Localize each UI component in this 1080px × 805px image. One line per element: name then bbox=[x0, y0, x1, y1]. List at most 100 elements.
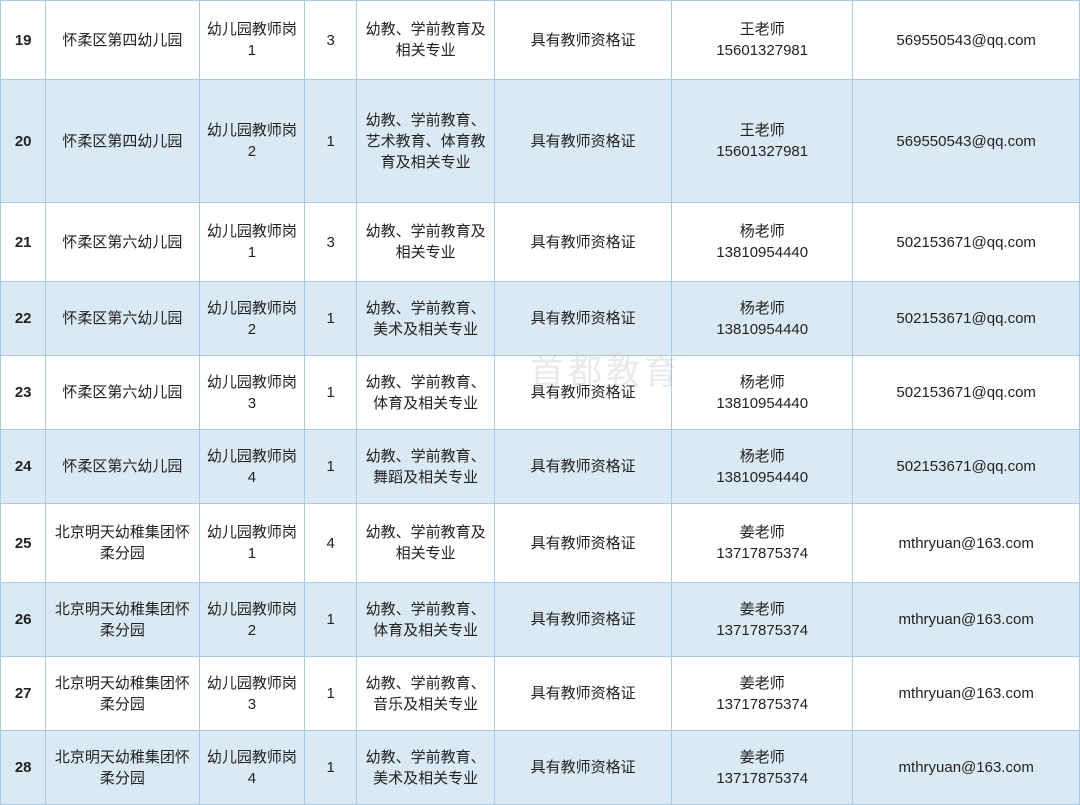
contact-name: 王老师 bbox=[676, 120, 848, 141]
cell-major: 幼教、学前教育、体育及相关专业 bbox=[357, 356, 495, 430]
cell-major: 幼教、学前教育及相关专业 bbox=[357, 1, 495, 80]
cell-email: 502153671@qq.com bbox=[853, 356, 1080, 430]
cell-requirement: 具有教师资格证 bbox=[495, 430, 672, 504]
table-row: 22怀柔区第六幼儿园幼儿园教师岗 21幼教、学前教育、美术及相关专业具有教师资格… bbox=[1, 282, 1080, 356]
cell-index: 25 bbox=[1, 504, 46, 583]
cell-contact: 姜老师13717875374 bbox=[672, 504, 853, 583]
cell-count: 1 bbox=[305, 356, 357, 430]
cell-contact: 王老师15601327981 bbox=[672, 80, 853, 203]
cell-count: 4 bbox=[305, 504, 357, 583]
table-row: 27北京明天幼稚集团怀柔分园幼儿园教师岗 31幼教、学前教育、音乐及相关专业具有… bbox=[1, 657, 1080, 731]
recruitment-table: 19怀柔区第四幼儿园幼儿园教师岗 13幼教、学前教育及相关专业具有教师资格证王老… bbox=[0, 0, 1080, 805]
cell-major: 幼教、学前教育、美术及相关专业 bbox=[357, 282, 495, 356]
cell-email: 569550543@qq.com bbox=[853, 1, 1080, 80]
cell-email: mthryuan@163.com bbox=[853, 731, 1080, 805]
cell-count: 1 bbox=[305, 657, 357, 731]
cell-email: mthryuan@163.com bbox=[853, 504, 1080, 583]
cell-organization: 怀柔区第六幼儿园 bbox=[46, 356, 199, 430]
cell-index: 27 bbox=[1, 657, 46, 731]
cell-requirement: 具有教师资格证 bbox=[495, 583, 672, 657]
cell-requirement: 具有教师资格证 bbox=[495, 80, 672, 203]
table-row: 24怀柔区第六幼儿园幼儿园教师岗 41幼教、学前教育、舞蹈及相关专业具有教师资格… bbox=[1, 430, 1080, 504]
cell-position: 幼儿园教师岗 2 bbox=[199, 583, 305, 657]
contact-phone: 15601327981 bbox=[676, 40, 848, 61]
cell-requirement: 具有教师资格证 bbox=[495, 504, 672, 583]
cell-organization: 怀柔区第六幼儿园 bbox=[46, 282, 199, 356]
contact-phone: 13810954440 bbox=[676, 393, 848, 414]
cell-organization: 怀柔区第六幼儿园 bbox=[46, 203, 199, 282]
cell-count: 1 bbox=[305, 430, 357, 504]
cell-contact: 杨老师13810954440 bbox=[672, 356, 853, 430]
cell-organization: 北京明天幼稚集团怀柔分园 bbox=[46, 583, 199, 657]
cell-count: 1 bbox=[305, 731, 357, 805]
cell-count: 3 bbox=[305, 1, 357, 80]
cell-position: 幼儿园教师岗 2 bbox=[199, 80, 305, 203]
table-row: 19怀柔区第四幼儿园幼儿园教师岗 13幼教、学前教育及相关专业具有教师资格证王老… bbox=[1, 1, 1080, 80]
cell-email: mthryuan@163.com bbox=[853, 583, 1080, 657]
cell-major: 幼教、学前教育及相关专业 bbox=[357, 203, 495, 282]
cell-requirement: 具有教师资格证 bbox=[495, 203, 672, 282]
cell-contact: 姜老师13717875374 bbox=[672, 731, 853, 805]
cell-email: 502153671@qq.com bbox=[853, 203, 1080, 282]
cell-count: 1 bbox=[305, 583, 357, 657]
cell-contact: 王老师15601327981 bbox=[672, 1, 853, 80]
contact-name: 杨老师 bbox=[676, 298, 848, 319]
cell-organization: 怀柔区第四幼儿园 bbox=[46, 1, 199, 80]
contact-phone: 13717875374 bbox=[676, 543, 848, 564]
cell-email: 502153671@qq.com bbox=[853, 282, 1080, 356]
cell-major: 幼教、学前教育、舞蹈及相关专业 bbox=[357, 430, 495, 504]
cell-position: 幼儿园教师岗 1 bbox=[199, 504, 305, 583]
table-row: 26北京明天幼稚集团怀柔分园幼儿园教师岗 21幼教、学前教育、体育及相关专业具有… bbox=[1, 583, 1080, 657]
contact-phone: 13810954440 bbox=[676, 242, 848, 263]
contact-name: 杨老师 bbox=[676, 446, 848, 467]
cell-email: 569550543@qq.com bbox=[853, 80, 1080, 203]
cell-organization: 北京明天幼稚集团怀柔分园 bbox=[46, 657, 199, 731]
cell-organization: 北京明天幼稚集团怀柔分园 bbox=[46, 504, 199, 583]
contact-phone: 13717875374 bbox=[676, 694, 848, 715]
contact-name: 姜老师 bbox=[676, 599, 848, 620]
cell-email: 502153671@qq.com bbox=[853, 430, 1080, 504]
cell-position: 幼儿园教师岗 1 bbox=[199, 1, 305, 80]
contact-name: 王老师 bbox=[676, 19, 848, 40]
contact-name: 杨老师 bbox=[676, 221, 848, 242]
cell-requirement: 具有教师资格证 bbox=[495, 731, 672, 805]
cell-count: 3 bbox=[305, 203, 357, 282]
recruitment-table-wrap: 19怀柔区第四幼儿园幼儿园教师岗 13幼教、学前教育及相关专业具有教师资格证王老… bbox=[0, 0, 1080, 805]
table-row: 25北京明天幼稚集团怀柔分园幼儿园教师岗 14幼教、学前教育及相关专业具有教师资… bbox=[1, 504, 1080, 583]
cell-position: 幼儿园教师岗 3 bbox=[199, 657, 305, 731]
contact-phone: 13810954440 bbox=[676, 467, 848, 488]
cell-organization: 怀柔区第六幼儿园 bbox=[46, 430, 199, 504]
cell-index: 26 bbox=[1, 583, 46, 657]
contact-name: 杨老师 bbox=[676, 372, 848, 393]
cell-requirement: 具有教师资格证 bbox=[495, 356, 672, 430]
cell-major: 幼教、学前教育、美术及相关专业 bbox=[357, 731, 495, 805]
cell-major: 幼教、学前教育及相关专业 bbox=[357, 504, 495, 583]
cell-contact: 杨老师13810954440 bbox=[672, 282, 853, 356]
cell-contact: 姜老师13717875374 bbox=[672, 657, 853, 731]
cell-major: 幼教、学前教育、音乐及相关专业 bbox=[357, 657, 495, 731]
cell-requirement: 具有教师资格证 bbox=[495, 1, 672, 80]
cell-organization: 怀柔区第四幼儿园 bbox=[46, 80, 199, 203]
cell-major: 幼教、学前教育、艺术教育、体育教育及相关专业 bbox=[357, 80, 495, 203]
cell-contact: 杨老师13810954440 bbox=[672, 203, 853, 282]
cell-position: 幼儿园教师岗 3 bbox=[199, 356, 305, 430]
cell-index: 24 bbox=[1, 430, 46, 504]
cell-requirement: 具有教师资格证 bbox=[495, 282, 672, 356]
contact-phone: 13717875374 bbox=[676, 768, 848, 789]
cell-index: 22 bbox=[1, 282, 46, 356]
cell-organization: 北京明天幼稚集团怀柔分园 bbox=[46, 731, 199, 805]
cell-major: 幼教、学前教育、体育及相关专业 bbox=[357, 583, 495, 657]
cell-count: 1 bbox=[305, 80, 357, 203]
contact-phone: 13717875374 bbox=[676, 620, 848, 641]
cell-index: 23 bbox=[1, 356, 46, 430]
cell-position: 幼儿园教师岗 1 bbox=[199, 203, 305, 282]
cell-index: 21 bbox=[1, 203, 46, 282]
table-row: 23怀柔区第六幼儿园幼儿园教师岗 31幼教、学前教育、体育及相关专业具有教师资格… bbox=[1, 356, 1080, 430]
cell-count: 1 bbox=[305, 282, 357, 356]
contact-phone: 13810954440 bbox=[676, 319, 848, 340]
contact-name: 姜老师 bbox=[676, 673, 848, 694]
table-row: 20怀柔区第四幼儿园幼儿园教师岗 21幼教、学前教育、艺术教育、体育教育及相关专… bbox=[1, 80, 1080, 203]
table-row: 28北京明天幼稚集团怀柔分园幼儿园教师岗 41幼教、学前教育、美术及相关专业具有… bbox=[1, 731, 1080, 805]
cell-position: 幼儿园教师岗 4 bbox=[199, 731, 305, 805]
contact-phone: 15601327981 bbox=[676, 141, 848, 162]
